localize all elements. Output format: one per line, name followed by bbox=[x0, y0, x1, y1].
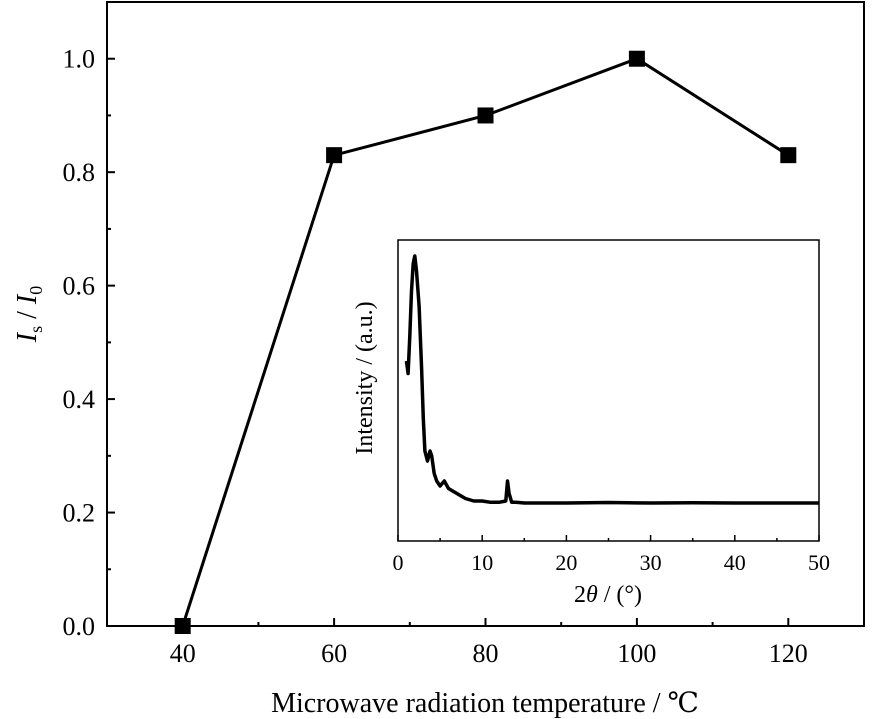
inset-y-axis-title: Intensity / (a.u.) bbox=[352, 301, 378, 454]
inset-tick-labels: 0 10 20 30 40 50 bbox=[393, 550, 831, 575]
inset-series bbox=[404, 254, 819, 505]
inset-x-axis-title-rest: / (°) bbox=[598, 582, 642, 608]
x-axis-title: Microwave radiation temperature / ℃ bbox=[271, 688, 699, 719]
inset-x-tick-label: 50 bbox=[808, 550, 830, 575]
x-tick-label: 100 bbox=[617, 639, 656, 668]
y-axis-title-var2: I bbox=[12, 293, 43, 305]
y-axis-title-sub2: 0 bbox=[26, 286, 46, 295]
inset-x-axis-title: 2θ / (°) bbox=[574, 582, 642, 608]
y-tick-label: 0.8 bbox=[63, 158, 96, 187]
inset-x-axis-title-num: 2 bbox=[574, 582, 586, 608]
inset-series-line bbox=[404, 254, 819, 505]
y-axis-title: Is / I0 bbox=[12, 286, 46, 343]
y-axis-title-sub: s bbox=[26, 326, 46, 333]
x-tick-label: 120 bbox=[769, 639, 808, 668]
main-series bbox=[174, 50, 797, 634]
data-point bbox=[326, 147, 343, 164]
y-tick-label: 1.0 bbox=[63, 45, 96, 74]
inset-x-tick-label: 0 bbox=[393, 550, 404, 575]
x-tick-label: 60 bbox=[321, 639, 347, 668]
y-tick-label: 0.2 bbox=[63, 499, 96, 528]
y-tick-label: 0.4 bbox=[63, 385, 96, 414]
data-point bbox=[174, 618, 191, 634]
y-axis-title-var: I bbox=[12, 331, 43, 343]
y-tick-label: 0.6 bbox=[63, 272, 96, 301]
data-point bbox=[628, 50, 645, 67]
x-tick-label: 80 bbox=[473, 639, 499, 668]
y-tick-label: 0.0 bbox=[63, 612, 96, 641]
inset-ticks bbox=[397, 535, 820, 541]
inset-x-tick-label: 10 bbox=[471, 550, 493, 575]
inset-x-tick-label: 20 bbox=[555, 550, 577, 575]
data-point bbox=[477, 107, 494, 124]
inset-x-tick-label: 40 bbox=[724, 550, 746, 575]
data-point bbox=[780, 147, 797, 164]
inset-x-tick-label: 30 bbox=[640, 550, 662, 575]
inset-x-axis-title-var: θ bbox=[586, 582, 598, 608]
y-axis-title-sep: / bbox=[12, 304, 43, 326]
inset-background bbox=[398, 240, 819, 541]
x-tick-label: 40 bbox=[170, 639, 196, 668]
